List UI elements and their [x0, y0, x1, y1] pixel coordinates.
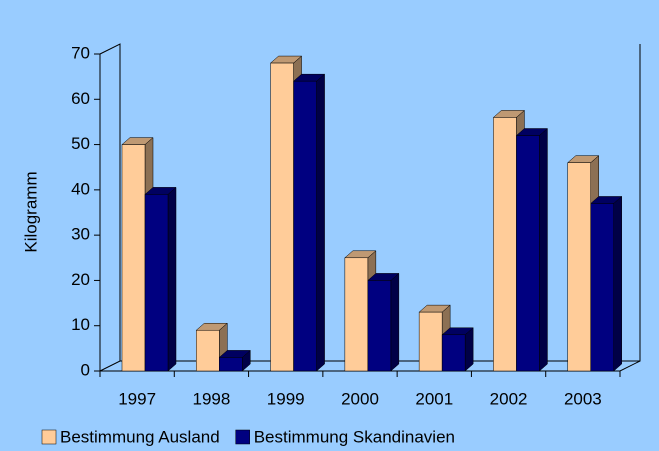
x-tick-label: 1999	[267, 389, 305, 408]
y-tick-label: 60	[71, 89, 90, 108]
y-tick-label: 70	[71, 43, 90, 62]
y-tick-label: 50	[71, 134, 90, 153]
bar	[567, 162, 591, 372]
legend-swatch	[41, 429, 57, 445]
bar-side	[316, 73, 325, 372]
y-axis-label: Kilogramm	[21, 171, 40, 252]
bar-side	[539, 127, 548, 372]
legend-label: Bestimmung Ausland	[60, 427, 220, 446]
bar	[219, 357, 243, 372]
y-tick-label: 20	[71, 270, 90, 289]
y-tick-label: 40	[71, 179, 90, 198]
bar-side	[613, 195, 622, 372]
bar	[367, 280, 392, 372]
y-tick-label: 10	[71, 315, 90, 334]
bar	[418, 311, 443, 372]
bar	[196, 329, 220, 372]
bar-side	[464, 327, 474, 372]
bar	[344, 257, 369, 372]
bar-side	[167, 186, 177, 372]
x-tick-label: 2000	[341, 389, 379, 408]
x-tick-label: 1997	[118, 389, 156, 408]
y-tick-label: 30	[71, 225, 90, 244]
bar	[516, 135, 540, 372]
bar	[144, 194, 169, 372]
y-tick-label: 0	[81, 360, 90, 379]
legend-swatch	[235, 429, 250, 445]
bar	[441, 334, 466, 372]
bar-side	[390, 272, 400, 372]
x-tick-label: 2002	[490, 389, 528, 408]
bar	[493, 117, 517, 372]
x-tick-label: 2003	[564, 389, 602, 408]
x-tick-label: 1998	[193, 389, 231, 408]
bar	[590, 203, 614, 372]
x-tick-label: 2001	[415, 389, 453, 408]
bar	[121, 144, 146, 372]
bar	[270, 62, 294, 372]
bar	[293, 80, 317, 372]
legend-label: Bestimmung Skandinavien	[254, 427, 455, 446]
